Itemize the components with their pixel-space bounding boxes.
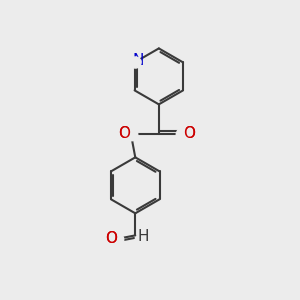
Text: O: O	[105, 231, 117, 246]
Text: O: O	[183, 126, 195, 141]
Text: O: O	[118, 126, 130, 141]
Text: O: O	[105, 231, 117, 246]
Text: H: H	[138, 230, 149, 244]
Text: N: N	[133, 53, 144, 68]
Text: O: O	[183, 126, 195, 141]
Text: O: O	[118, 126, 130, 141]
